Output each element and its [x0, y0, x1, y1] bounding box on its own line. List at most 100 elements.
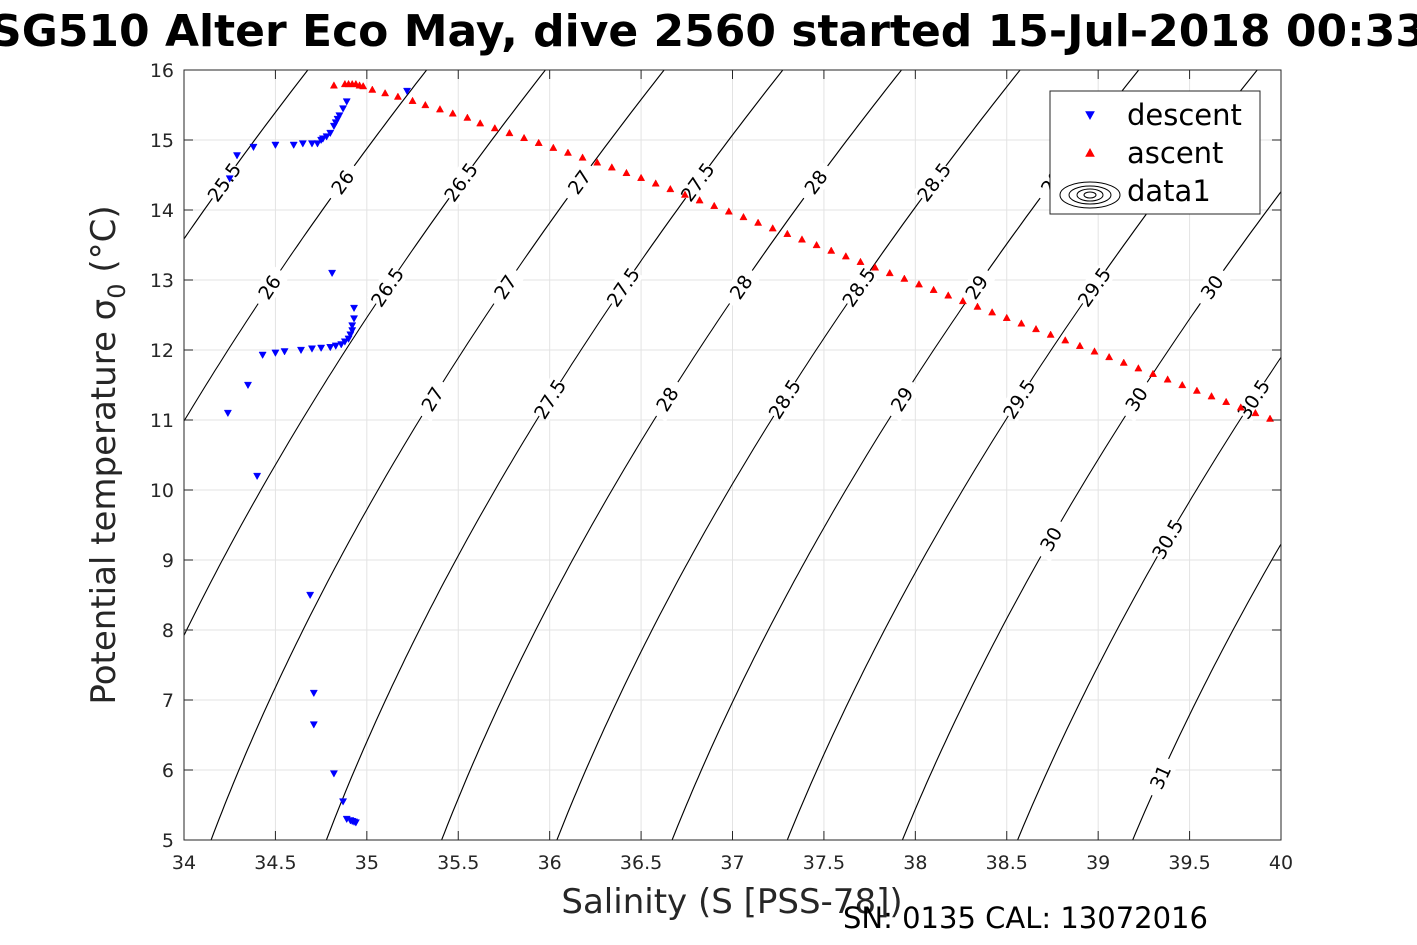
x-tick-label: 39	[1086, 852, 1110, 874]
ascent-point	[549, 143, 558, 151]
legend-marker-icon	[1085, 147, 1095, 157]
contour-label-bg	[1073, 264, 1115, 310]
x-tick-label: 38	[903, 852, 927, 874]
contour-label-bg	[676, 159, 719, 205]
series-markers	[223, 79, 1275, 827]
contour-label-bg	[366, 264, 408, 310]
ascent-point	[1207, 392, 1216, 400]
ascent-point	[476, 119, 485, 127]
y-tick-label: 11	[150, 410, 174, 432]
contour-label-bg	[484, 264, 526, 310]
descent-point	[232, 152, 242, 160]
legend-entry-ascent: ascent	[1085, 136, 1223, 170]
ascent-point	[607, 163, 616, 171]
contour-label-bg	[203, 159, 245, 205]
x-tick-label: 34.5	[254, 852, 296, 874]
ascent-point	[944, 291, 953, 299]
descent-point	[223, 409, 232, 418]
ascent-point	[666, 184, 675, 193]
ascent-point	[637, 173, 646, 181]
legend: descent ascent data1	[1049, 90, 1261, 215]
legend-label: data1	[1127, 174, 1211, 208]
descent-point	[271, 349, 280, 357]
descent-point	[339, 105, 348, 113]
x-axis-ticks: 34 34.5 35 35.5 36 36.5 37 37.5 38 38.5 39 39.5 40	[172, 70, 1293, 874]
ascent-point	[973, 302, 982, 310]
ascent-point	[563, 148, 572, 156]
x-tick-label: 37	[720, 852, 744, 874]
y-tick-label: 14	[150, 200, 174, 222]
ascent-point	[1222, 397, 1231, 405]
ascent-point	[1251, 408, 1260, 417]
legend-entry-data1: data1	[1059, 174, 1211, 209]
x-tick-label: 36	[538, 852, 562, 874]
contour-label-bg	[955, 264, 997, 310]
descent-point	[307, 140, 317, 148]
descent-point	[350, 315, 359, 323]
contour-label-bg	[1147, 516, 1187, 562]
ascent-point	[381, 88, 390, 97]
y-axis-label-subscript: 0	[103, 283, 131, 298]
ascent-point	[505, 128, 514, 137]
legend-entry-descent: descent	[1085, 98, 1242, 132]
y-tick-label: 16	[150, 60, 174, 82]
y-tick-label: 5	[162, 830, 174, 852]
descent-point	[317, 344, 326, 353]
legend-marker-icon	[1085, 111, 1095, 121]
descent-point	[326, 129, 335, 138]
ascent-point	[1061, 336, 1070, 344]
descent-point	[331, 119, 340, 127]
descent-point	[317, 136, 326, 145]
legend-label: descent	[1127, 98, 1242, 132]
ascent-point	[680, 190, 689, 198]
descent-point	[253, 472, 262, 481]
descent-point	[309, 689, 318, 698]
contour-label-bg	[1116, 376, 1157, 422]
contour-label-bg	[440, 159, 482, 205]
ascent-point	[856, 257, 865, 265]
y-axis-label-unit: (°C)	[84, 205, 124, 283]
ascent-point	[393, 92, 402, 100]
contour-label-bg	[412, 376, 453, 422]
contour-label-bg	[1031, 516, 1071, 562]
ascent-point	[1119, 358, 1128, 366]
ascent-point	[534, 138, 543, 146]
chart-title: SG510 Alter Eco May, dive 2560 started 1…	[0, 6, 1417, 57]
descent-point	[271, 141, 280, 150]
y-axis-ticks: 5 6 7 8 9 10 11 12 13 14 15 16	[150, 60, 1281, 852]
ascent-point	[885, 268, 894, 277]
ascent-point	[783, 229, 792, 237]
descent-point	[351, 819, 360, 827]
ascent-point	[520, 133, 529, 142]
footer-serial-cal: SN: 0135 CAL: 13072016	[843, 901, 1208, 935]
legend-contour-icon	[1076, 188, 1104, 202]
x-tick-label: 40	[1269, 852, 1293, 874]
x-tick-label: 35.5	[437, 852, 479, 874]
descent-point	[313, 140, 322, 148]
descent-point	[306, 591, 315, 600]
ascent-point	[929, 285, 938, 293]
ascent-point	[914, 280, 924, 288]
ascent-point	[1178, 380, 1187, 389]
ascent-point	[695, 196, 704, 204]
y-tick-label: 8	[162, 620, 174, 642]
legend-contour-icon	[1059, 181, 1121, 209]
descent-point	[328, 269, 337, 278]
ascent-point	[900, 274, 909, 282]
ascent-point	[368, 85, 377, 93]
ascent-point	[1266, 414, 1275, 422]
x-tick-label: 34	[172, 852, 196, 874]
ascent-point	[710, 201, 719, 209]
contour-label-bg	[764, 376, 805, 422]
ascent-point	[958, 296, 967, 305]
legend-items: descent ascent data1	[1059, 98, 1242, 209]
contour-label-bg	[321, 159, 364, 205]
ascent-point	[359, 81, 368, 90]
y-tick-label: 15	[150, 130, 174, 152]
ascent-point	[463, 113, 472, 121]
y-tick-label: 9	[162, 550, 174, 572]
y-tick-label: 6	[162, 760, 174, 782]
contour-label-bg	[529, 376, 570, 422]
descent-point	[307, 345, 317, 353]
ascent-point	[448, 109, 457, 117]
